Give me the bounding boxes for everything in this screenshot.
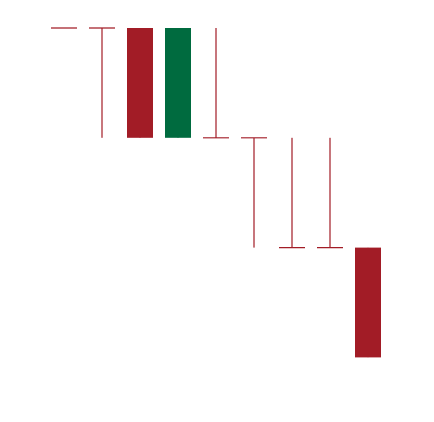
candle-body-4: [165, 28, 191, 138]
candle-body-3: [127, 28, 153, 138]
candles-group: [51, 27, 381, 358]
candle-body-9: [355, 247, 381, 358]
